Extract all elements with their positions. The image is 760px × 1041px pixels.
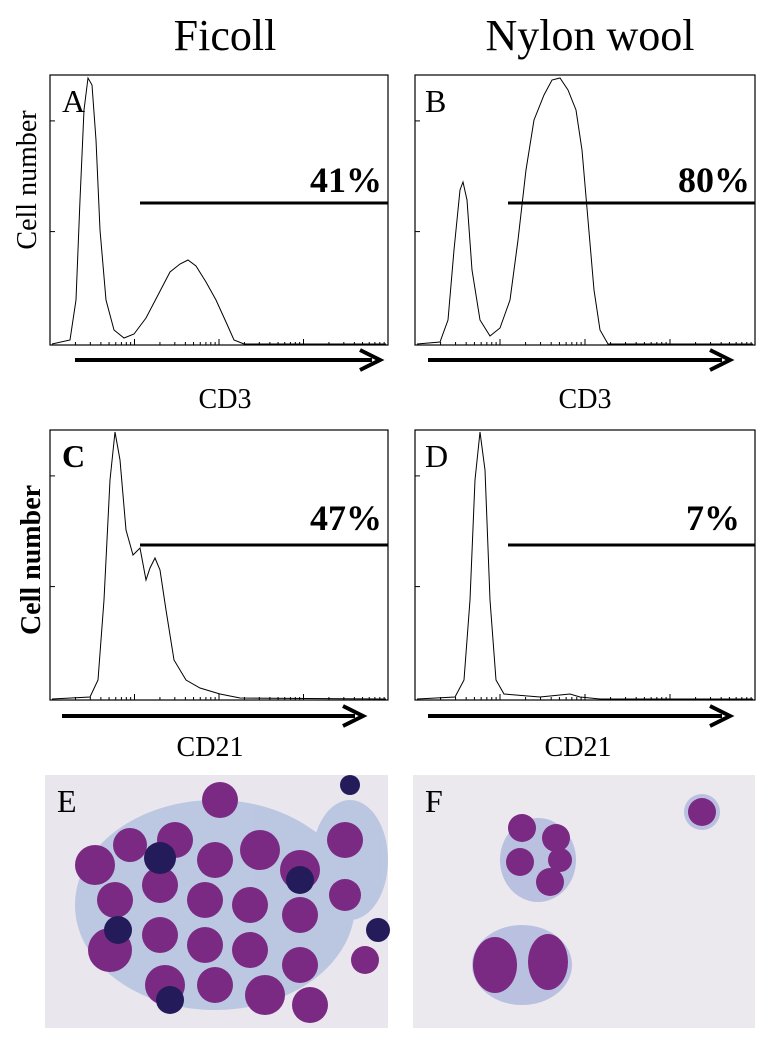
micrograph-e: E (45, 775, 390, 1028)
panel-letter: F (425, 783, 443, 819)
histogram (51, 76, 386, 345)
arrow-head (359, 348, 385, 372)
axis-label: CD3 (199, 384, 252, 415)
column-title: Nylon wool (486, 11, 695, 60)
percentage: 80% (678, 160, 750, 200)
plot-frame (49, 74, 389, 346)
arrow-head (342, 704, 368, 728)
plot-frame (49, 429, 389, 701)
panel-letter: B (425, 83, 446, 119)
histogram (51, 431, 387, 700)
percentage: 41% (310, 160, 382, 200)
panel-c: 47% C CD21 (49, 429, 389, 763)
panel-letter: E (57, 783, 77, 819)
panel-letter: A (62, 83, 85, 119)
column-title: Ficoll (174, 11, 277, 60)
panel-d: 7% D CD21 (414, 429, 756, 763)
axis-label: CD3 (559, 384, 612, 415)
percentage: 7% (686, 498, 740, 538)
axis-label: CD21 (177, 732, 244, 763)
arrow-head (709, 348, 735, 372)
panel-a: 41% A CD3 (49, 74, 389, 415)
histogram (416, 77, 753, 345)
panel-letter: C (62, 438, 85, 474)
plot-frame (414, 74, 756, 346)
percentage: 47% (310, 498, 382, 538)
panel-b: 80% B CD3 (414, 74, 756, 415)
panel-letter: D (425, 438, 448, 474)
y-axis-label: Cell number (16, 485, 47, 635)
arrow-head (709, 704, 735, 728)
micrograph-f: F (413, 775, 755, 1028)
axis-label: CD21 (545, 732, 612, 763)
histogram (416, 431, 753, 700)
y-axis-label: Cell number (12, 110, 43, 250)
